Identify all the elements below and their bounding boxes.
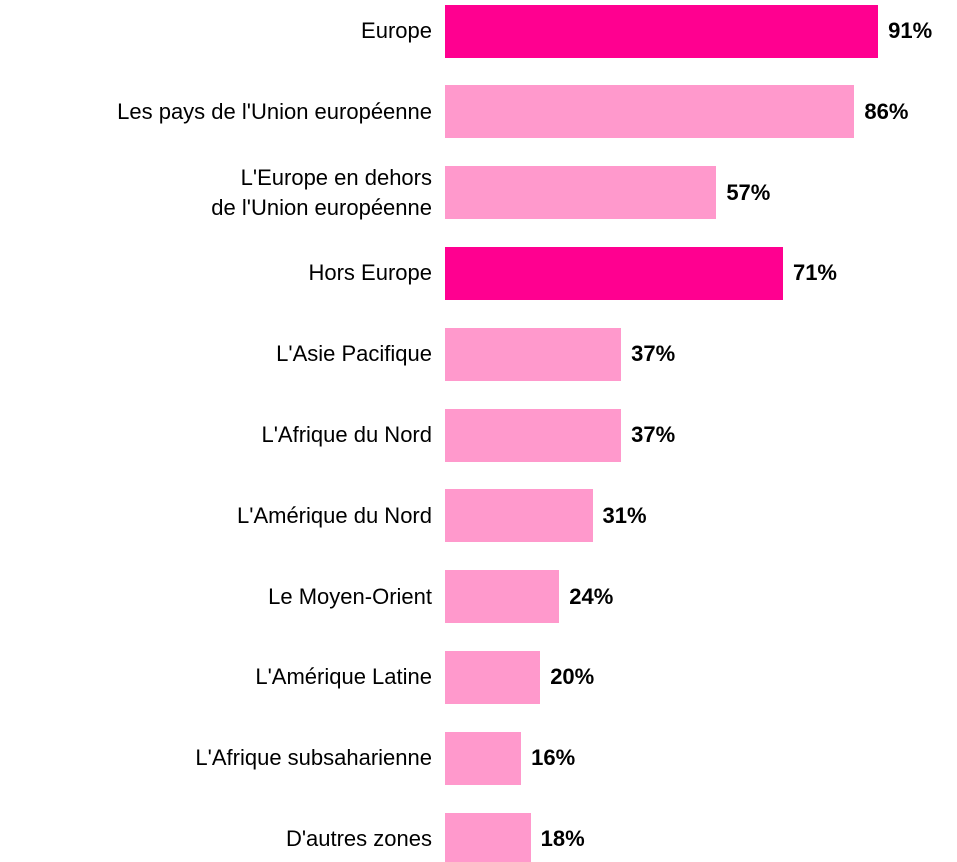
bar: [445, 4, 879, 58]
value-label: 71%: [792, 260, 837, 286]
value-label: 57%: [726, 179, 771, 205]
value-label: 37%: [631, 422, 676, 447]
bar: [445, 408, 622, 462]
value-label: 37%: [631, 341, 676, 367]
category-label: L'Europe en dehors de l'Union européenne: [211, 164, 432, 220]
category-label: L'Afrique subsaharienne: [195, 745, 432, 771]
value-label: 24%: [569, 583, 614, 609]
category-label: L'Amérique du Nord: [237, 502, 432, 528]
category-label: Le Moyen-Orient: [268, 583, 432, 609]
category-label: L'Asie Pacifique: [276, 341, 432, 367]
category-label: Hors Europe: [308, 260, 432, 286]
bar: [445, 812, 531, 862]
value-label: 31%: [602, 502, 647, 528]
category-label: L'Amérique Latine: [255, 664, 432, 690]
bar: [445, 246, 783, 300]
bar: [445, 489, 593, 543]
value-label: 20%: [550, 664, 595, 690]
value-label: 18%: [540, 826, 585, 851]
bar: [445, 731, 522, 785]
value-label: 91%: [888, 18, 933, 43]
bar: [445, 327, 622, 381]
value-label: 86%: [864, 98, 909, 124]
bar: [445, 570, 560, 624]
value-label: 16%: [531, 745, 576, 771]
category-label: Les pays de l'Union européenne: [117, 98, 432, 124]
bar: [445, 85, 855, 139]
category-label: D'autres zones: [285, 826, 432, 851]
bar: [445, 650, 541, 704]
category-label: Europe: [361, 18, 432, 43]
category-label: L'Afrique du Nord: [261, 422, 432, 447]
bar: [445, 166, 717, 220]
